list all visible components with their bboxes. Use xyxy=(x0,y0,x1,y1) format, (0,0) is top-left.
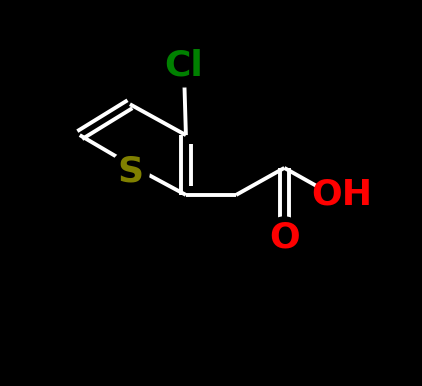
Text: OH: OH xyxy=(312,178,373,212)
Ellipse shape xyxy=(111,151,149,193)
Ellipse shape xyxy=(161,44,207,87)
Text: O: O xyxy=(269,220,300,254)
Ellipse shape xyxy=(315,174,369,216)
Text: Cl: Cl xyxy=(165,49,203,83)
Text: S: S xyxy=(117,155,143,189)
Ellipse shape xyxy=(266,217,303,258)
